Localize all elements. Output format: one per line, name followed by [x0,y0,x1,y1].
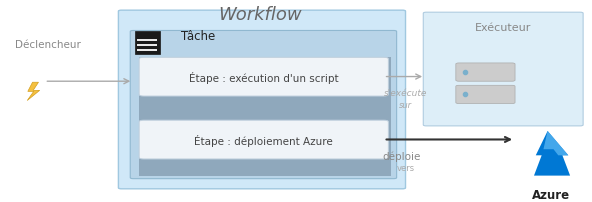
Text: Azure: Azure [532,188,570,201]
Text: Exécuteur: Exécuteur [475,23,532,33]
FancyBboxPatch shape [456,86,515,104]
FancyBboxPatch shape [456,64,515,82]
Text: sur: sur [399,101,412,109]
Bar [139,58,391,176]
FancyBboxPatch shape [139,58,388,97]
Polygon shape [543,131,568,156]
FancyBboxPatch shape [423,13,583,126]
Text: vers: vers [397,163,414,172]
Polygon shape [534,131,570,176]
FancyBboxPatch shape [130,31,397,179]
Text: déploie: déploie [382,150,420,161]
Text: Tâche: Tâche [181,30,215,43]
Text: Étape : exécution d'un script: Étape : exécution d'un script [189,71,339,83]
FancyBboxPatch shape [135,32,160,55]
Text: s'exécute: s'exécute [384,88,427,97]
FancyBboxPatch shape [139,121,388,159]
Text: Déclencheur: Déclencheur [15,39,81,49]
FancyBboxPatch shape [118,11,406,189]
Text: Workflow: Workflow [218,6,303,24]
Text: Étape : déploiement Azure: Étape : déploiement Azure [194,134,333,146]
Polygon shape [27,83,40,101]
